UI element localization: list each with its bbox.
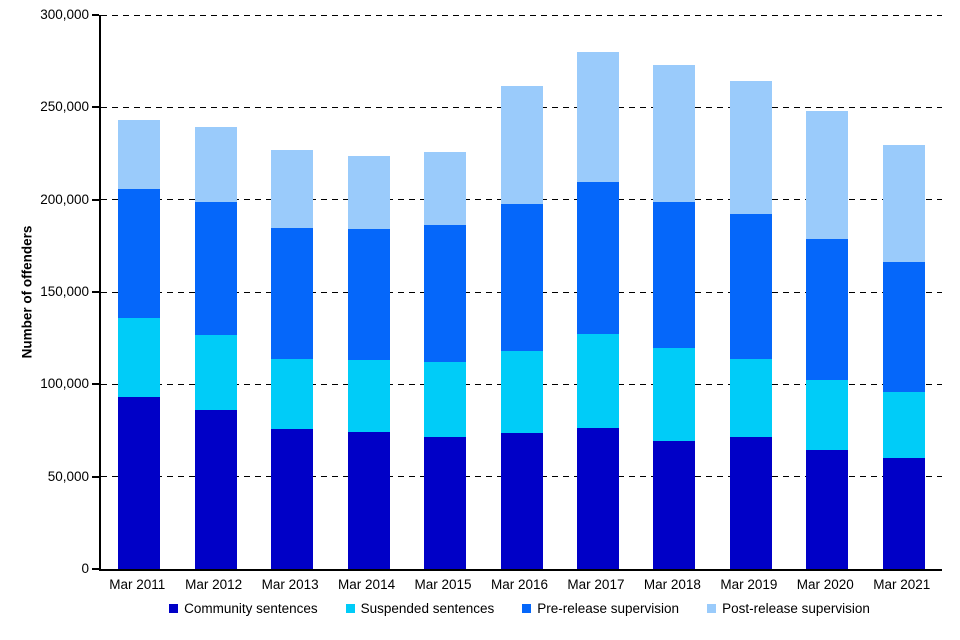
bar-segment-mar-2019-community-sentences: [729, 436, 772, 569]
x-tick-label-mar-2012: Mar 2012: [185, 577, 243, 592]
legend-swatch-icon: [707, 604, 717, 613]
bar-segment-mar-2014-post-release-supervision: [347, 156, 390, 230]
bar-segment-mar-2011-pre-release-supervision: [118, 188, 161, 318]
y-tick-mark: [92, 291, 99, 293]
bar-segment-mar-2018-suspended-sentences: [653, 348, 696, 441]
y-tick-label: 300,000: [40, 7, 89, 22]
legend-label: Pre-release supervision: [537, 601, 680, 616]
bar-segment-mar-2020-suspended-sentences: [806, 379, 849, 450]
y-tick-mark: [92, 475, 99, 478]
bar-segment-mar-2018-post-release-supervision: [653, 64, 696, 202]
bar-segment-mar-2013-post-release-supervision: [271, 149, 314, 229]
bar-segment-mar-2011-community-sentences: [118, 397, 161, 569]
bar-segment-mar-2019-suspended-sentences: [729, 359, 772, 437]
x-axis-labels: Mar 2011 Mar 2012 Mar 2013 Mar 2014 Mar 2015…: [99, 577, 940, 595]
bar-segment-mar-2012-community-sentences: [194, 410, 237, 569]
legend: Community sentences Suspended sentences Pr…: [99, 601, 940, 616]
bar-segment-mar-2021-post-release-supervision: [882, 145, 925, 263]
bar-segment-mar-2017-suspended-sentences: [576, 334, 619, 428]
bar-segment-mar-2017-pre-release-supervision: [576, 182, 619, 335]
bar-segment-mar-2016-post-release-supervision: [500, 86, 543, 205]
bar-segment-mar-2015-community-sentences: [424, 436, 467, 569]
y-tick-mark: [92, 568, 99, 570]
bar-segment-mar-2020-pre-release-supervision: [806, 239, 849, 380]
y-tick-mark: [92, 14, 99, 16]
y-tick-mark: [92, 106, 99, 109]
bar-segment-mar-2015-post-release-supervision: [424, 151, 467, 225]
bar-mar-2011: [118, 120, 161, 569]
legend-swatch-icon: [345, 604, 355, 613]
x-tick-label-mar-2015: Mar 2015: [414, 577, 472, 592]
bar-mar-2013: [271, 149, 314, 569]
y-tick-label: 0: [81, 561, 89, 576]
x-tick-label-mar-2017: Mar 2017: [567, 577, 625, 592]
bar-segment-mar-2018-pre-release-supervision: [653, 201, 696, 349]
bar-mar-2021: [882, 145, 925, 569]
bar-segment-mar-2012-post-release-supervision: [194, 126, 237, 203]
bar-segment-mar-2015-pre-release-supervision: [424, 224, 467, 363]
bar-segment-mar-2020-post-release-supervision: [806, 111, 849, 240]
bar-segment-mar-2011-suspended-sentences: [118, 317, 161, 398]
legend-item-post-release-supervision: Post-release supervision: [707, 601, 870, 616]
bar-mar-2020: [806, 111, 849, 569]
bar-segment-mar-2011-post-release-supervision: [118, 120, 161, 189]
bar-segment-mar-2016-pre-release-supervision: [500, 204, 543, 352]
legend-label: Post-release supervision: [722, 601, 870, 616]
bar-segment-mar-2017-community-sentences: [576, 427, 619, 569]
bar-mar-2014: [347, 156, 390, 569]
y-tick-label: 200,000: [40, 191, 89, 207]
legend-item-pre-release-supervision: Pre-release supervision: [522, 601, 679, 616]
gridline-300000: [101, 14, 942, 16]
bar-segment-mar-2014-suspended-sentences: [347, 360, 390, 433]
legend-item-community-sentences: Community sentences: [169, 601, 318, 616]
bar-segment-mar-2018-community-sentences: [653, 440, 696, 569]
legend-swatch-icon: [522, 604, 532, 613]
y-tick-label: 250,000: [40, 99, 89, 115]
bar-segment-mar-2019-post-release-supervision: [729, 80, 772, 215]
bar-segment-mar-2016-suspended-sentences: [500, 351, 543, 434]
bar-segment-mar-2012-pre-release-supervision: [194, 202, 237, 335]
legend-item-suspended-sentences: Suspended sentences: [345, 601, 495, 616]
legend-swatch-icon: [169, 604, 179, 613]
bar-segment-mar-2020-community-sentences: [806, 449, 849, 569]
x-tick-label-mar-2021: Mar 2021: [873, 577, 931, 592]
bar-mar-2017: [576, 51, 619, 569]
y-tick-label: 100,000: [40, 376, 89, 392]
bar-segment-mar-2017-post-release-supervision: [576, 51, 619, 183]
legend-label: Community sentences: [184, 601, 318, 616]
x-tick-label-mar-2014: Mar 2014: [338, 577, 396, 592]
bar-mar-2016: [500, 86, 543, 569]
bar-segment-mar-2015-suspended-sentences: [424, 362, 467, 437]
plot-area: 0 50,000 100,000 150,000 200,000 250,000 300,0…: [40, 8, 942, 576]
bar-segment-mar-2021-suspended-sentences: [882, 391, 925, 459]
x-tick-label-mar-2020: Mar 2020: [796, 577, 854, 592]
x-tick-label-mar-2018: Mar 2018: [643, 577, 701, 592]
bar-segment-mar-2014-community-sentences: [347, 432, 390, 569]
bar-segment-mar-2013-community-sentences: [271, 428, 314, 569]
y-tick-mark: [92, 198, 99, 201]
bar-mar-2012: [194, 126, 237, 569]
legend-label: Suspended sentences: [360, 601, 495, 616]
bar-segment-mar-2013-pre-release-supervision: [271, 228, 314, 359]
y-tick-label: 150,000: [40, 284, 89, 299]
bar-segment-mar-2016-community-sentences: [500, 433, 543, 569]
bar-segment-mar-2014-pre-release-supervision: [347, 229, 390, 361]
x-tick-label-mar-2013: Mar 2013: [261, 577, 319, 592]
bar-segment-mar-2019-pre-release-supervision: [729, 214, 772, 360]
bar-segment-mar-2021-community-sentences: [882, 458, 925, 569]
bar-segment-mar-2021-pre-release-supervision: [882, 262, 925, 392]
x-tick-label-mar-2016: Mar 2016: [490, 577, 549, 592]
y-tick-label: 50,000: [47, 468, 89, 484]
bar-mar-2018: [653, 64, 696, 569]
x-tick-label-mar-2019: Mar 2019: [720, 577, 778, 592]
bar-segment-mar-2012-suspended-sentences: [194, 334, 237, 411]
bar-mar-2019: [729, 80, 772, 569]
x-tick-label-mar-2011: Mar 2011: [109, 577, 166, 592]
bar-mar-2015: [424, 151, 467, 569]
y-tick-mark: [92, 383, 99, 386]
bar-segment-mar-2013-suspended-sentences: [271, 358, 314, 429]
